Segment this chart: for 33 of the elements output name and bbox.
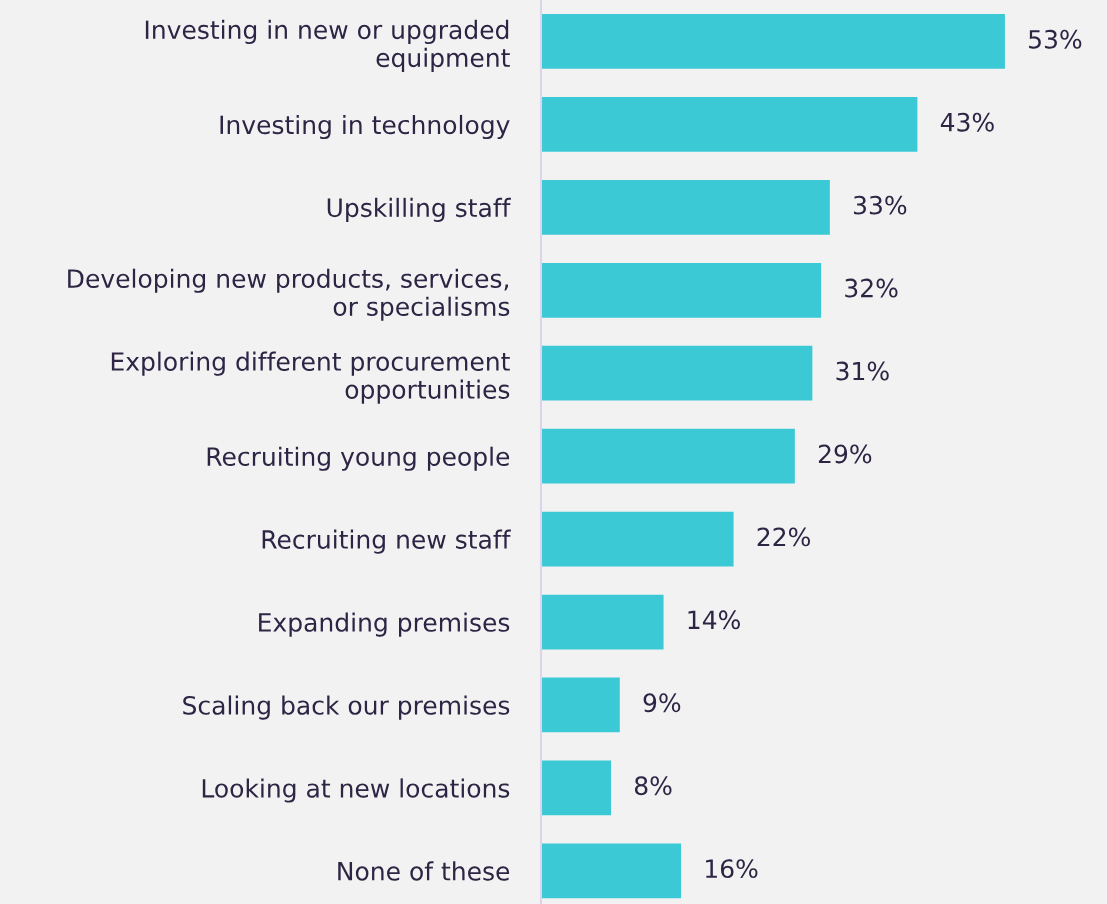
y-tick-label: None of these	[338, 861, 510, 881]
data-label: 9%	[643, 693, 681, 713]
data-label: 31%	[836, 361, 889, 381]
y-tick-label: Recruiting young people	[207, 446, 510, 471]
data-label: 14%	[688, 610, 740, 630]
y-tick-label: Developing new products, services, or specialisms	[68, 268, 510, 321]
bar	[541, 262, 822, 318]
bar	[541, 428, 795, 484]
bar	[541, 677, 620, 733]
data-label: 33%	[853, 195, 907, 215]
bar	[541, 14, 1005, 69]
y-tick-label: Looking at new locations	[202, 778, 510, 803]
y-tick-label: Investing in new or upgraded equipment	[145, 19, 510, 73]
data-label: 53%	[1029, 29, 1082, 49]
bar	[541, 97, 918, 152]
data-label: 43%	[940, 112, 994, 132]
data-label: 8%	[634, 776, 672, 796]
bar	[541, 843, 682, 899]
y-tick-label: Investing in technology	[220, 114, 510, 140]
data-label: 29%	[818, 444, 872, 464]
y-tick-label: Recruiting new staff	[262, 529, 511, 554]
y-tick-label: Expanding premises	[259, 612, 510, 637]
data-label: 32%	[845, 278, 898, 298]
y-tick-label: Scaling back our premises	[183, 695, 510, 720]
bar	[541, 345, 813, 401]
y-tick-label: Upskilling staff	[327, 197, 511, 223]
bar	[541, 179, 830, 235]
bar	[541, 511, 734, 567]
data-label: 22%	[757, 527, 810, 547]
bar	[541, 594, 664, 650]
bar	[541, 760, 612, 816]
data-label: 16%	[706, 859, 758, 879]
y-tick-label: Exploring different procurement opportunities	[111, 351, 510, 404]
